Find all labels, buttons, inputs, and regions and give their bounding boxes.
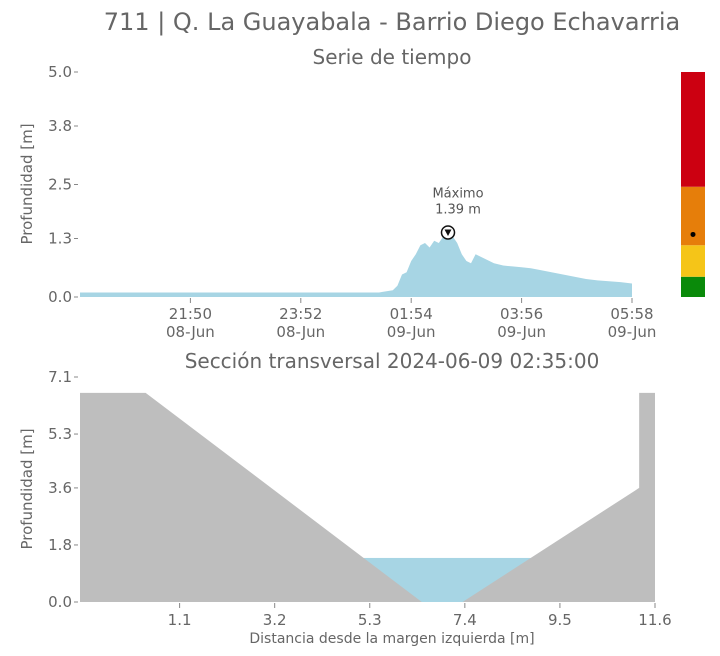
time-series-y-tick-label: 3.8 [48, 117, 72, 135]
cross-section-x-tick-label: 9.5 [548, 611, 572, 629]
cross-section-y-tick-label: 3.6 [48, 479, 72, 497]
time-series-x-tick-time: 21:50 [169, 305, 212, 323]
alert-level-bar [681, 72, 705, 297]
cross-section-x-tick-label: 5.3 [358, 611, 382, 629]
time-series-x-tick-time: 03:56 [500, 305, 543, 323]
cross-section-y-tick-label: 0.0 [48, 593, 72, 611]
station-title: 711 | Q. La Guayabala - Barrio Diego Ech… [104, 8, 680, 36]
cross-section-y-tick-label: 5.3 [48, 425, 72, 443]
time-series-x-tick-time: 05:58 [610, 305, 653, 323]
time-series-y-tick-label: 1.3 [48, 230, 72, 248]
time-series-y-tick-label: 0.0 [48, 288, 72, 306]
time-series-x-tick-date: 08-Jun [166, 323, 215, 341]
current-level-dot [690, 231, 696, 237]
time-series-x-tick-time: 23:52 [279, 305, 322, 323]
time-series-y-ticks: 0.0 1.3 2.5 3.8 5.0 [48, 63, 78, 306]
maximum-triangle-icon [444, 229, 452, 236]
cross-section-y-axis-label: Profundidad [m] [18, 428, 36, 549]
cross-section-title: Sección transversal 2024-06-09 02:35:00 [185, 349, 600, 373]
alert-band [681, 245, 705, 277]
cross-section-x-tick-label: 7.4 [453, 611, 477, 629]
cross-section-x-tick-label: 3.2 [263, 611, 287, 629]
maximum-value: 1.39 m [435, 202, 481, 217]
cross-section-y-tick-label: 7.1 [48, 368, 72, 386]
water-depth-area [80, 234, 632, 297]
time-series-y-tick-label: 2.5 [48, 176, 72, 194]
time-series-y-tick-label: 5.0 [48, 63, 72, 81]
time-series-plot [80, 234, 632, 297]
time-series-x-tick-date: 09-Jun [608, 323, 657, 341]
time-series-title: Serie de tiempo [313, 45, 472, 69]
time-series-x-tick-time: 01:54 [390, 305, 433, 323]
terrain-profile [80, 392, 655, 602]
cross-section-plot [80, 392, 655, 602]
maximum-annotation: Máximo 1.39 m [432, 186, 484, 240]
alert-band [681, 276, 705, 297]
cross-section-x-tick-label: 1.1 [168, 611, 192, 629]
time-series-chart: Serie de tiempo Profundidad [m] 0.0 1.3 2.… [18, 45, 705, 341]
time-series-x-ticks: 21:5008-Jun23:5208-Jun01:5409-Jun03:5609… [166, 298, 656, 341]
cross-section-chart: Sección transversal 2024-06-09 02:35:00 … [18, 349, 672, 647]
time-series-y-axis-label: Profundidad [m] [18, 123, 36, 244]
time-series-x-tick-date: 09-Jun [387, 323, 436, 341]
cross-section-x-tick-label: 11.6 [638, 611, 671, 629]
cross-section-x-axis-label: Distancia desde la margen izquierda [m] [249, 631, 534, 647]
cross-section-y-ticks: 0.0 1.8 3.6 5.3 7.1 [48, 368, 78, 611]
cross-section-y-tick-label: 1.8 [48, 536, 72, 554]
time-series-x-tick-date: 08-Jun [276, 323, 325, 341]
time-series-x-tick-date: 09-Jun [497, 323, 546, 341]
alert-band [681, 72, 705, 187]
maximum-label: Máximo [432, 186, 483, 201]
cross-section-x-ticks: 1.1 3.2 5.3 7.4 9.5 11.6 [168, 603, 672, 629]
